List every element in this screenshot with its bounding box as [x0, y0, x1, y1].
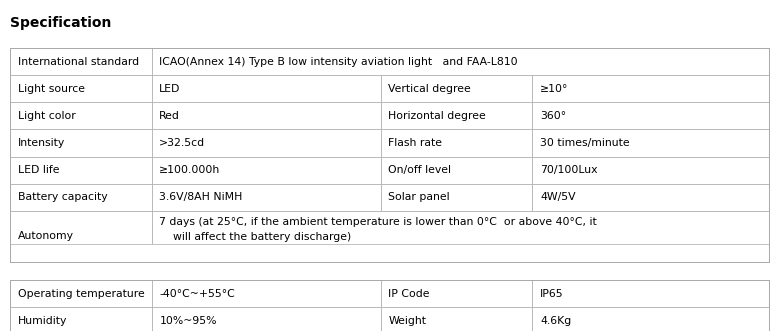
Text: Intensity: Intensity — [18, 138, 65, 148]
Bar — [532, 307, 769, 331]
Text: 10%~95%: 10%~95% — [159, 316, 217, 326]
Bar — [532, 75, 769, 102]
Bar — [532, 102, 769, 129]
Bar — [381, 184, 532, 211]
Text: Horizontal degree: Horizontal degree — [388, 111, 486, 121]
Text: 4.6Kg: 4.6Kg — [540, 316, 571, 326]
Bar — [152, 280, 381, 307]
Text: Battery capacity: Battery capacity — [18, 192, 107, 202]
Bar — [10, 48, 769, 262]
Text: ≥10°: ≥10° — [540, 84, 569, 94]
Bar — [152, 102, 381, 129]
Text: Vertical degree: Vertical degree — [388, 84, 471, 94]
Bar — [10, 211, 152, 262]
Bar — [10, 307, 152, 331]
Bar — [152, 307, 381, 331]
Text: IP65: IP65 — [540, 289, 563, 299]
Bar — [10, 129, 152, 157]
Bar — [381, 75, 532, 102]
Text: On/off level: On/off level — [388, 165, 451, 175]
Bar — [532, 280, 769, 307]
Bar — [152, 211, 769, 262]
Bar — [152, 75, 381, 102]
Bar — [152, 129, 381, 157]
Text: -40°C~+55°C: -40°C~+55°C — [159, 289, 235, 299]
Text: Autonomy: Autonomy — [18, 231, 74, 242]
Bar — [381, 157, 532, 184]
Bar — [532, 129, 769, 157]
Bar — [152, 48, 769, 75]
Bar — [532, 184, 769, 211]
Text: Weight: Weight — [388, 316, 427, 326]
Text: Solar panel: Solar panel — [388, 192, 450, 202]
Text: LED life: LED life — [18, 165, 59, 175]
Text: Red: Red — [159, 111, 180, 121]
Bar — [10, 157, 152, 184]
Text: ICAO(Annex 14) Type B low intensity aviation light   and FAA-L810: ICAO(Annex 14) Type B low intensity avia… — [159, 57, 518, 67]
Bar — [10, 244, 769, 262]
Text: 7 days (at 25°C, if the ambient temperature is lower than 0°C  or above 40°C, it: 7 days (at 25°C, if the ambient temperat… — [159, 217, 597, 242]
Bar — [532, 157, 769, 184]
Text: Operating temperature: Operating temperature — [18, 289, 145, 299]
Text: 30 times/minute: 30 times/minute — [540, 138, 629, 148]
Text: 360°: 360° — [540, 111, 566, 121]
Bar — [381, 102, 532, 129]
Bar — [10, 102, 152, 129]
Text: 70/100Lux: 70/100Lux — [540, 165, 598, 175]
Bar — [152, 184, 381, 211]
Bar — [10, 280, 152, 307]
Text: Humidity: Humidity — [18, 316, 68, 326]
Bar — [10, 75, 152, 102]
Text: IP Code: IP Code — [388, 289, 430, 299]
Text: 3.6V/8AH NiMH: 3.6V/8AH NiMH — [159, 192, 242, 202]
Text: 4W/5V: 4W/5V — [540, 192, 576, 202]
Bar — [10, 48, 152, 75]
Bar — [10, 280, 769, 331]
Text: ≥100.000h: ≥100.000h — [159, 165, 221, 175]
Bar — [10, 184, 152, 211]
Text: >32.5cd: >32.5cd — [159, 138, 205, 148]
Text: Specification: Specification — [10, 16, 111, 30]
Bar — [152, 157, 381, 184]
Text: Light color: Light color — [18, 111, 75, 121]
Text: International standard: International standard — [18, 57, 139, 67]
Text: Flash rate: Flash rate — [388, 138, 442, 148]
Bar — [381, 280, 532, 307]
Text: Light source: Light source — [18, 84, 85, 94]
Text: LED: LED — [159, 84, 181, 94]
Bar — [381, 129, 532, 157]
Bar — [381, 307, 532, 331]
